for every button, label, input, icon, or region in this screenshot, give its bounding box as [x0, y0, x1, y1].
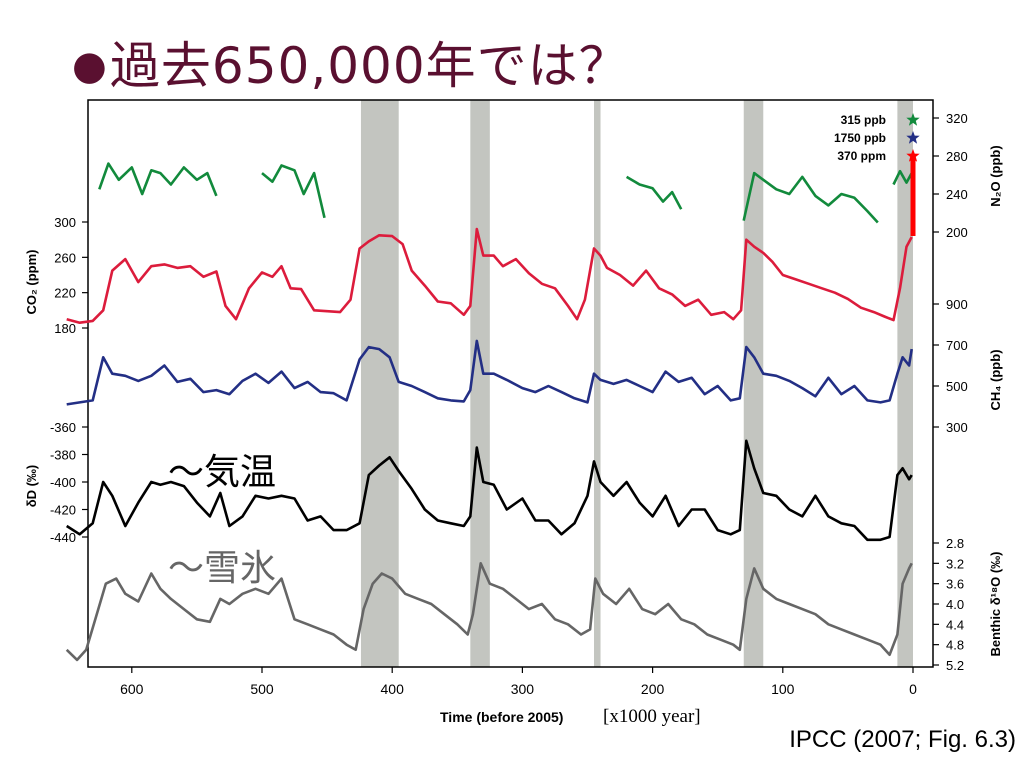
x-tick-label: 500: [250, 681, 274, 697]
temperature-annotation: ～気温: [168, 452, 276, 493]
y-tick-label: 300: [54, 215, 76, 230]
y-tick-label: 300: [946, 420, 968, 435]
series-layer: [65, 162, 913, 662]
y-tick-label: -440: [50, 530, 76, 545]
series-line-N2O-3: [742, 171, 879, 224]
modern-value-label: 1750 ppb: [834, 131, 886, 145]
y-tick-label: 2.8: [946, 536, 964, 551]
series-line-Benthic18O-0: [65, 561, 913, 662]
y-tick-label: 280: [946, 149, 968, 164]
y-tick-label: 4.4: [946, 617, 964, 632]
y-tick-label: 4.8: [946, 638, 964, 653]
modern-value-star-icon: [906, 149, 920, 162]
plot-frame: [87, 99, 934, 668]
y-tick-label: 180: [54, 321, 76, 336]
series-line-CO2-0: [66, 227, 913, 325]
series-line-N2O-2: [625, 175, 683, 210]
y-tick-label: 700: [946, 338, 968, 353]
title-text: 過去650,000年では？: [109, 37, 630, 95]
y-axis-label: δD (‰): [24, 465, 39, 508]
series-line-N2O-0: [98, 162, 218, 197]
y-tick-label: 3.2: [946, 556, 964, 571]
series-line-D-0: [66, 439, 913, 542]
x-tick-label: 100: [771, 681, 795, 697]
y-axis-label: N₂O (ppb): [988, 145, 1003, 206]
interglacial-band-0: [360, 100, 399, 667]
y-tick-label: 500: [946, 379, 968, 394]
y-tick-label: -420: [50, 503, 76, 518]
x-axis-unit-note: [x1000 year]: [603, 706, 701, 727]
modern-value-star-icon: [906, 113, 920, 126]
y-tick-label: 4.0: [946, 597, 964, 612]
interglacial-band-2: [594, 100, 601, 667]
citation: IPCC (2007; Fig. 6.3): [789, 726, 1016, 753]
x-tick-label: 300: [511, 681, 535, 697]
x-tick-label: 600: [120, 681, 144, 697]
y-tick-label: -360: [50, 420, 76, 435]
series-line-N2O-4: [892, 169, 913, 186]
ice-annotation: ～雪氷: [168, 548, 276, 589]
interglacial-band-1: [470, 100, 490, 667]
y-tick-label: 320: [946, 111, 968, 126]
series-line-CH4-0: [66, 339, 913, 406]
y-tick-label: 200: [946, 225, 968, 240]
series-line-N2O-1: [261, 164, 326, 219]
y-tick-label: 5.2: [946, 658, 964, 673]
y-tick-label: 240: [946, 187, 968, 202]
y-tick-label: -380: [50, 448, 76, 463]
axes-layer: 320 280 240 200 N₂O (ppb) 300 260 220 180 CO₂ (pp…: [24, 111, 1003, 697]
x-axis-label: Time (before 2005): [440, 709, 563, 725]
y-axis-label: CO₂ (ppm): [24, 250, 39, 315]
x-tick-label: 400: [381, 681, 405, 697]
y-tick-label: 900: [946, 297, 968, 312]
y-axis-label: CH₄ (ppb): [988, 349, 1003, 410]
title-bullet: ●: [72, 43, 108, 89]
y-axis-label: Benthic δ¹⁸O (‰): [988, 551, 1003, 656]
y-tick-label: 3.6: [946, 577, 964, 592]
x-tick-label: 200: [641, 681, 665, 697]
x-tick-label: 0: [909, 681, 917, 697]
modern-value-label: 370 ppm: [837, 149, 886, 163]
modern-value-star-icon: [906, 131, 920, 144]
y-tick-label: 260: [54, 250, 76, 265]
y-tick-label: -400: [50, 475, 76, 490]
modern-markers: 315 ppb 1750 ppb 370 ppm: [834, 113, 920, 236]
modern-value-label: 315 ppb: [841, 113, 886, 127]
slide-title: ●過去650,000年では？: [72, 26, 630, 98]
y-tick-label: 220: [54, 286, 76, 301]
